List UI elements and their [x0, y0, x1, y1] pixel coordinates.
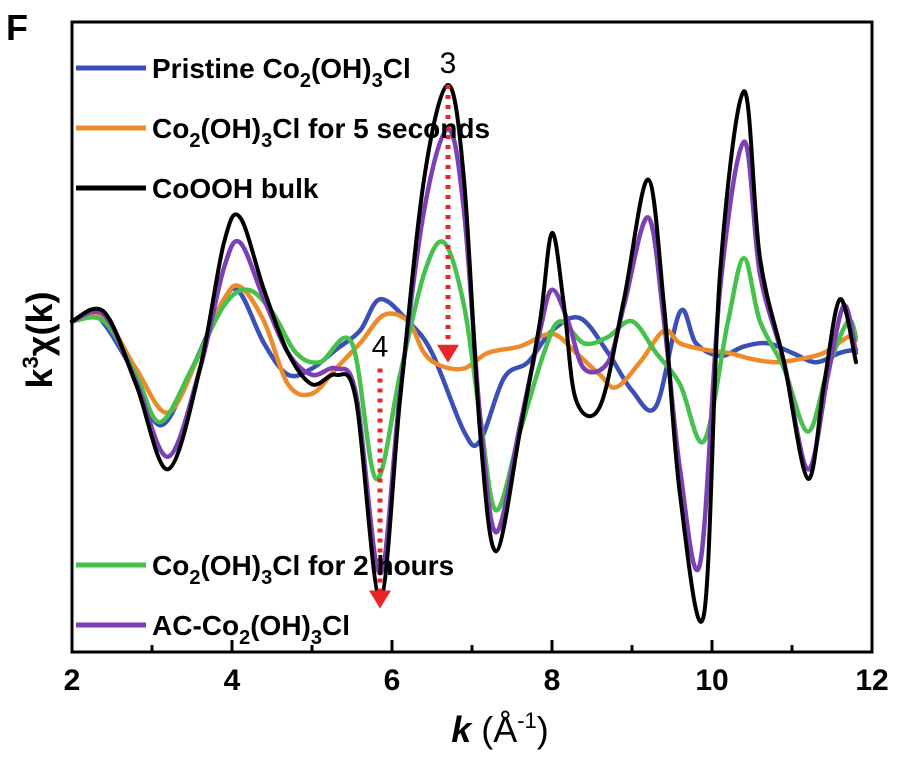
series-layer	[69, 83, 859, 624]
legend-top-label-2: CoOOH bulk	[152, 173, 319, 204]
x-tick-label-4: 10	[695, 664, 728, 697]
legend-top-label-1: Co2(OH)3Cl for 5 seconds	[152, 113, 490, 152]
panel-label: F	[6, 7, 28, 48]
legend-top-label-1-part-4: Cl for 5 seconds	[272, 113, 490, 144]
series-line-3	[69, 239, 859, 513]
x-axis-title-unit-sup: -1	[517, 708, 537, 733]
legend-bottom-label-0-part-0: Co	[152, 550, 189, 581]
legend-bottom-label-1: AC-Co2(OH)3Cl	[152, 610, 350, 649]
legend-top-label-1-part-2: (OH)	[200, 113, 261, 144]
legend-top-label-0-part-0: Pristine Co	[152, 53, 300, 84]
x-tick-label-0: 2	[64, 664, 81, 697]
legend-bottom-label-0-part-1: 2	[189, 567, 200, 589]
annotation-label-1: 4	[372, 331, 389, 364]
legend-bottom-label-0-part-4: Cl for 2 hours	[272, 550, 454, 581]
legend-bottom-label-1-part-4: Cl	[322, 610, 350, 641]
x-axis-title: k (Å-1)	[451, 708, 549, 750]
legend-bottom-label-0-part-3: 3	[261, 567, 272, 589]
legend-bottom-label-0: Co2(OH)3Cl for 2 hours	[152, 550, 454, 589]
x-tick-label-2: 6	[384, 664, 401, 697]
legend-top-label-0-part-1: 2	[300, 70, 311, 92]
x-tick-label-3: 8	[544, 664, 561, 697]
legend-top-label-1-part-1: 2	[189, 130, 200, 152]
legend-top-label-0-part-3: 3	[372, 70, 383, 92]
legend-top-label-1-part-3: 3	[261, 130, 272, 152]
x-axis-title-unit: (Å	[471, 709, 517, 750]
annotation-arrowhead-1	[369, 590, 391, 609]
annotation-label-0: 3	[440, 47, 457, 80]
y-axis-title-k: k	[19, 368, 60, 389]
series-line-2	[70, 83, 858, 624]
x-tick-label-5: 12	[855, 664, 888, 697]
legend-bottom-label-0-part-2: (OH)	[200, 550, 261, 581]
legend-top-label-1-part-0: Co	[152, 113, 189, 144]
annotation-layer: 34	[369, 47, 459, 609]
legend-top-label-0-part-2: (OH)	[311, 53, 372, 84]
legend-bottom-label-1-part-2: (OH)	[250, 610, 311, 641]
legend-top-label-0: Pristine Co2(OH)3Cl	[152, 53, 411, 92]
y-axis-title: k3χ(k)	[18, 291, 60, 388]
x-axis-ticks: 2 4 6 8 10 12	[64, 640, 889, 697]
annotation-arrowhead-0	[437, 344, 459, 363]
y-axis-title-sup: 3	[18, 356, 43, 368]
y-axis-title-rest: χ(k)	[19, 291, 60, 356]
x-tick-label-1: 4	[224, 664, 241, 697]
x-axis-title-unit-close: )	[537, 709, 549, 750]
legend-bottom-label-1-part-3: 3	[311, 627, 322, 649]
legend-bottom-label-1-part-1: 2	[239, 627, 250, 649]
legend-bottom-label-1-part-0: AC-Co	[152, 610, 239, 641]
x-axis-title-main: k	[451, 709, 473, 750]
legend-top-label-2-part-0: CoOOH bulk	[152, 173, 319, 204]
legend-top-label-0-part-4: Cl	[383, 53, 411, 84]
